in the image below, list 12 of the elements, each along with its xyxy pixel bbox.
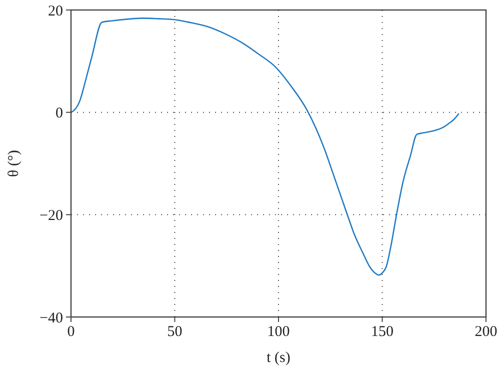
x-tick-label: 200 <box>474 324 498 340</box>
x-tick-label: 50 <box>167 324 182 340</box>
y-axis-title: θ (°) <box>6 150 22 177</box>
y-tick-label: −20 <box>40 208 63 224</box>
y-tick-label: 0 <box>56 106 63 122</box>
line-series <box>70 18 460 276</box>
x-tick-label: 150 <box>371 324 394 340</box>
y-tick-label: −40 <box>40 310 63 326</box>
x-tick-label: 0 <box>67 324 75 340</box>
y-tick-label: 20 <box>48 3 63 20</box>
x-tick-label: 100 <box>267 324 290 340</box>
x-axis-title: t (s) <box>266 350 290 366</box>
